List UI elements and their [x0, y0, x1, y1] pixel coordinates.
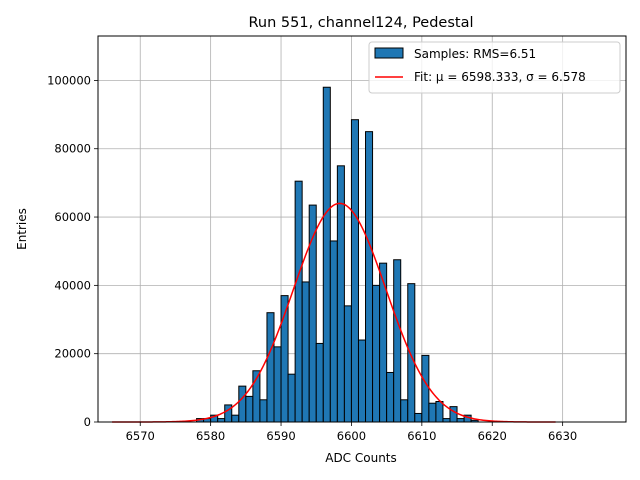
- histogram-bar: [386, 371, 395, 423]
- x-tick-label: 6580: [196, 429, 225, 443]
- histogram-bar: [322, 86, 331, 423]
- x-axis-label: ADC Counts: [325, 451, 397, 465]
- x-axis: 6570 6580 6590 6600 6610 6620 6630: [126, 422, 577, 443]
- y-tick-label: 100000: [47, 73, 91, 87]
- y-axis-label: Entries: [15, 208, 29, 250]
- histogram-bar: [442, 418, 451, 423]
- histogram-bar: [273, 346, 282, 423]
- histogram-bar: [231, 414, 240, 423]
- histogram-bar: [393, 259, 402, 423]
- histogram-bar: [456, 418, 465, 423]
- histogram-bar: [407, 283, 416, 423]
- legend-label-samples: Samples: RMS=6.51: [414, 47, 536, 61]
- histogram-bar: [435, 401, 444, 423]
- x-tick-label: 6620: [478, 429, 507, 443]
- histogram-bar: [343, 305, 352, 423]
- x-tick-label: 6600: [337, 429, 366, 443]
- x-tick-label: 6630: [548, 429, 577, 443]
- y-tick-label: 60000: [54, 210, 91, 224]
- x-tick-label: 6570: [126, 429, 155, 443]
- legend: Samples: RMS=6.51 Fit: μ = 6598.333, σ =…: [368, 41, 621, 94]
- histogram-bar: [357, 339, 367, 423]
- histogram-bar: [350, 119, 359, 423]
- x-tick-label: 6590: [266, 429, 295, 443]
- histogram-bar: [365, 131, 374, 423]
- histogram-bar: [400, 399, 409, 423]
- y-axis: 0 20000 40000 60000 80000 100000: [47, 73, 98, 429]
- y-tick-label: 40000: [54, 278, 91, 292]
- histogram-bar: [245, 395, 254, 423]
- histogram-bar: [449, 406, 458, 423]
- chart-title: Run 551, channel124, Pedestal: [248, 15, 473, 31]
- histogram-bar: [329, 240, 338, 423]
- histogram-bar: [259, 399, 268, 423]
- histogram-bar: [372, 284, 381, 423]
- histogram-bar: [414, 412, 423, 423]
- histogram-bar: [301, 281, 310, 423]
- histogram-bar: [287, 373, 296, 423]
- plot-frame: [97, 35, 627, 423]
- fit-curve: [112, 202, 556, 423]
- histogram-bar: [428, 402, 437, 423]
- x-tick-label: 6610: [407, 429, 436, 443]
- histogram-bar: [294, 180, 303, 423]
- legend-bar-swatch: [374, 47, 404, 59]
- fit-curve-group: [112, 202, 556, 423]
- histogram-bar: [238, 385, 247, 423]
- y-tick-label: 0: [84, 415, 91, 429]
- histogram-bars: [196, 86, 479, 423]
- histogram-bar: [421, 354, 430, 423]
- histogram-bar: [315, 342, 324, 423]
- legend-box: [368, 41, 621, 94]
- y-tick-label: 80000: [54, 142, 91, 156]
- legend-label-fit: Fit: μ = 6598.333, σ = 6.578: [414, 70, 586, 84]
- histogram-bar: [266, 312, 275, 423]
- y-tick-label: 20000: [54, 347, 91, 361]
- histogram-bar: [217, 418, 226, 423]
